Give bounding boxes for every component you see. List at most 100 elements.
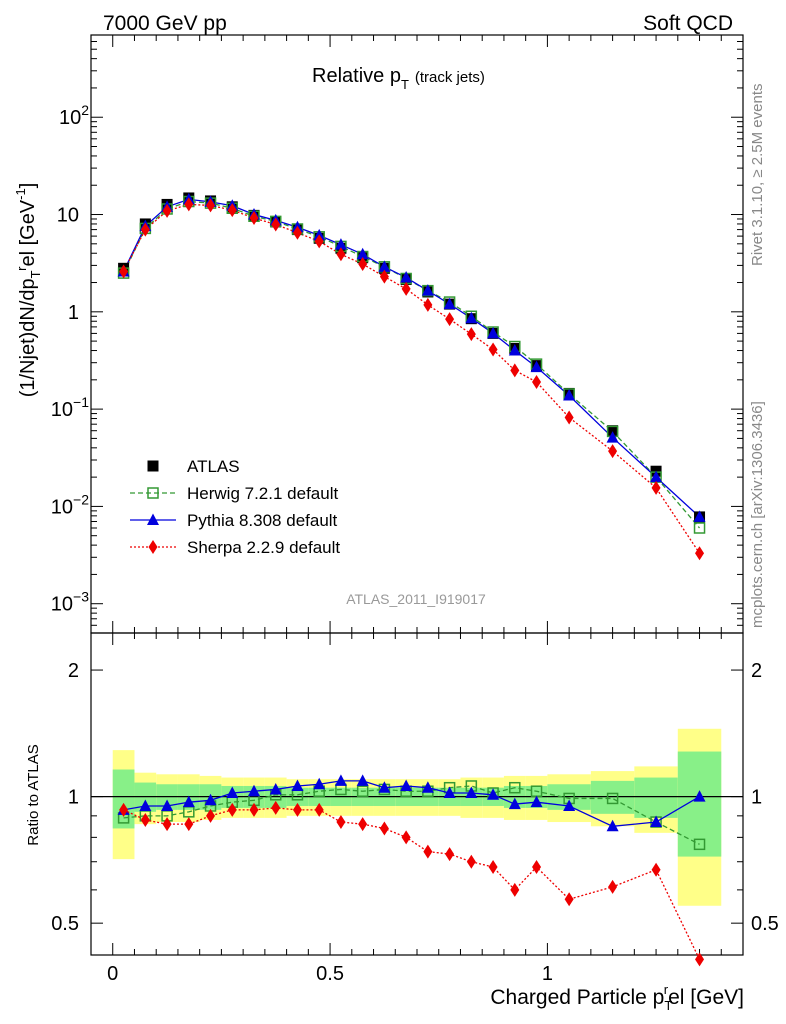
plot-title-sub: T bbox=[401, 77, 409, 92]
ratio-point-sherpa-16 bbox=[466, 854, 476, 869]
ratio-point-sherpa-4 bbox=[206, 808, 216, 823]
main-point-pythia-15 bbox=[443, 297, 456, 310]
main-point-sherpa-9 bbox=[314, 234, 324, 249]
ratio-ytick-label-1: 1 bbox=[68, 787, 79, 809]
main-point-sherpa-5 bbox=[227, 203, 237, 218]
ratio-point-pythia-2 bbox=[161, 799, 174, 811]
ratio-ytick-label-2: 2 bbox=[68, 660, 79, 682]
ratio-point-sherpa-19 bbox=[532, 860, 542, 875]
ratio-point-sherpa-10 bbox=[336, 815, 346, 830]
ratio-point-sherpa-12 bbox=[379, 821, 389, 836]
main-point-pythia-18 bbox=[508, 344, 521, 356]
ratio-point-herwig-21 bbox=[606, 792, 619, 805]
main-ytick-label-1: 10−2 bbox=[51, 491, 89, 518]
main-point-sherpa-15 bbox=[445, 312, 455, 327]
ratio-point-sherpa-23 bbox=[695, 952, 705, 967]
main-point-pythia-10 bbox=[334, 238, 347, 250]
main-series bbox=[117, 192, 706, 561]
main-point-sherpa-1 bbox=[140, 222, 150, 237]
ratio-point-sherpa-1 bbox=[140, 812, 150, 827]
main-point-herwig-23 bbox=[693, 522, 706, 534]
main-point-sherpa-18 bbox=[510, 363, 520, 378]
main-point-pythia-21 bbox=[606, 431, 619, 443]
band-inner-21 bbox=[590, 780, 635, 814]
ratio-point-pythia-15 bbox=[443, 786, 456, 798]
plot-title: Relative pT (track jets) bbox=[312, 65, 485, 92]
ratio-point-sherpa-11 bbox=[358, 817, 368, 832]
band-inner-23 bbox=[677, 751, 722, 857]
ratio-point-pythia-22 bbox=[650, 815, 663, 828]
main-point-sherpa-11 bbox=[358, 257, 368, 272]
band-inner-22 bbox=[634, 777, 678, 818]
legend-label-herwig: Herwig 7.2.1 default bbox=[187, 484, 338, 503]
main-point-pythia-11 bbox=[356, 247, 369, 260]
ratio-point-pythia-9 bbox=[313, 777, 326, 790]
ratio-ytick-label-right-0: 0.5 bbox=[751, 913, 779, 935]
main-line-herwig bbox=[123, 200, 701, 529]
xtick-label-1: 0.5 bbox=[316, 963, 344, 985]
ratio-point-sherpa-21 bbox=[608, 879, 618, 894]
main-point-sherpa-19 bbox=[532, 374, 542, 389]
ratio-point-sherpa-2 bbox=[162, 817, 172, 832]
legend-label-pythia: Pythia 8.308 default bbox=[187, 511, 338, 530]
xlabel: Charged Particle pTrel [GeV] bbox=[490, 982, 744, 1013]
main-ytick-label-2: 10−1 bbox=[51, 394, 89, 421]
ratio-point-sherpa-17 bbox=[488, 860, 498, 875]
main-ytick-label-0: 10−3 bbox=[51, 589, 89, 616]
ratio-point-pythia-6 bbox=[248, 784, 260, 797]
ratio-point-pythia-17 bbox=[487, 788, 500, 800]
ratio-point-herwig-23 bbox=[693, 838, 706, 851]
mcplots-label: mcplots.cern.ch [arXiv:1306.3436] bbox=[749, 401, 766, 628]
header-right: Soft QCD bbox=[643, 12, 733, 35]
main-point-sherpa-17 bbox=[488, 342, 498, 357]
main-point-sherpa-8 bbox=[292, 225, 302, 240]
ratio-point-pythia-18 bbox=[508, 797, 521, 810]
main-point-pythia-13 bbox=[400, 271, 413, 283]
main-point-sherpa-7 bbox=[271, 217, 281, 232]
ratio-line-pythia bbox=[123, 780, 700, 827]
ratio-point-pythia-1 bbox=[139, 799, 152, 811]
main-point-sherpa-12 bbox=[379, 269, 389, 284]
ratio-series bbox=[117, 774, 706, 967]
ratio-point-pythia-12 bbox=[378, 781, 391, 793]
ratio-point-pythia-11 bbox=[356, 774, 369, 786]
ratio-point-sherpa-6 bbox=[249, 802, 259, 817]
ratio-axes: 0 0.5 1 0.5 0.5 1 1 2 2 bbox=[51, 35, 779, 985]
xtick-label-2: 1 bbox=[542, 963, 553, 985]
ratio-bands bbox=[112, 728, 722, 906]
main-point-sherpa-14 bbox=[423, 297, 433, 312]
ratio-point-sherpa-13 bbox=[401, 830, 411, 845]
header-left: 7000 GeV pp bbox=[103, 12, 227, 35]
ratio-point-pythia-20 bbox=[563, 799, 576, 811]
main-point-pythia-22 bbox=[650, 470, 663, 483]
ratio-ytick-label-0: 0.5 bbox=[51, 913, 79, 935]
main-point-sherpa-2 bbox=[162, 203, 172, 218]
ratio-point-pythia-23 bbox=[693, 790, 706, 802]
legend-label-atlas: ATLAS bbox=[187, 457, 240, 476]
rivet-label: Rivet 3.1.10, ≥ 2.5M events bbox=[749, 84, 766, 267]
ratio-point-pythia-7 bbox=[269, 782, 282, 795]
legend-label-sherpa: Sherpa 2.2.9 default bbox=[187, 538, 340, 557]
legend: ATLAS Herwig 7.2.1 default Pythia 8.308 de… bbox=[130, 457, 340, 557]
band-inner-0 bbox=[112, 769, 135, 829]
ratio-point-sherpa-15 bbox=[445, 847, 455, 862]
ratio-point-herwig-11 bbox=[356, 785, 369, 797]
ratio-point-sherpa-18 bbox=[510, 882, 520, 897]
ratio-line-herwig bbox=[123, 785, 700, 845]
main-point-sherpa-0 bbox=[119, 264, 129, 279]
main-point-sherpa-13 bbox=[401, 281, 411, 296]
legend-marker-herwig bbox=[147, 487, 159, 499]
main-point-sherpa-23 bbox=[695, 546, 705, 561]
main-point-sherpa-10 bbox=[336, 247, 346, 262]
ratio-point-pythia-10 bbox=[334, 774, 347, 786]
main-point-pythia-16 bbox=[465, 311, 478, 324]
watermark: ATLAS_2011_I919017 bbox=[346, 591, 486, 607]
ratio-point-pythia-4 bbox=[204, 793, 217, 806]
ratio-ytick-label-right-2: 2 bbox=[751, 660, 762, 682]
ratio-point-pythia-14 bbox=[421, 781, 434, 793]
ratio-point-herwig-18 bbox=[509, 781, 521, 794]
ratio-point-sherpa-9 bbox=[314, 802, 324, 817]
main-point-sherpa-20 bbox=[564, 410, 574, 425]
ratio-point-sherpa-0 bbox=[119, 802, 129, 817]
